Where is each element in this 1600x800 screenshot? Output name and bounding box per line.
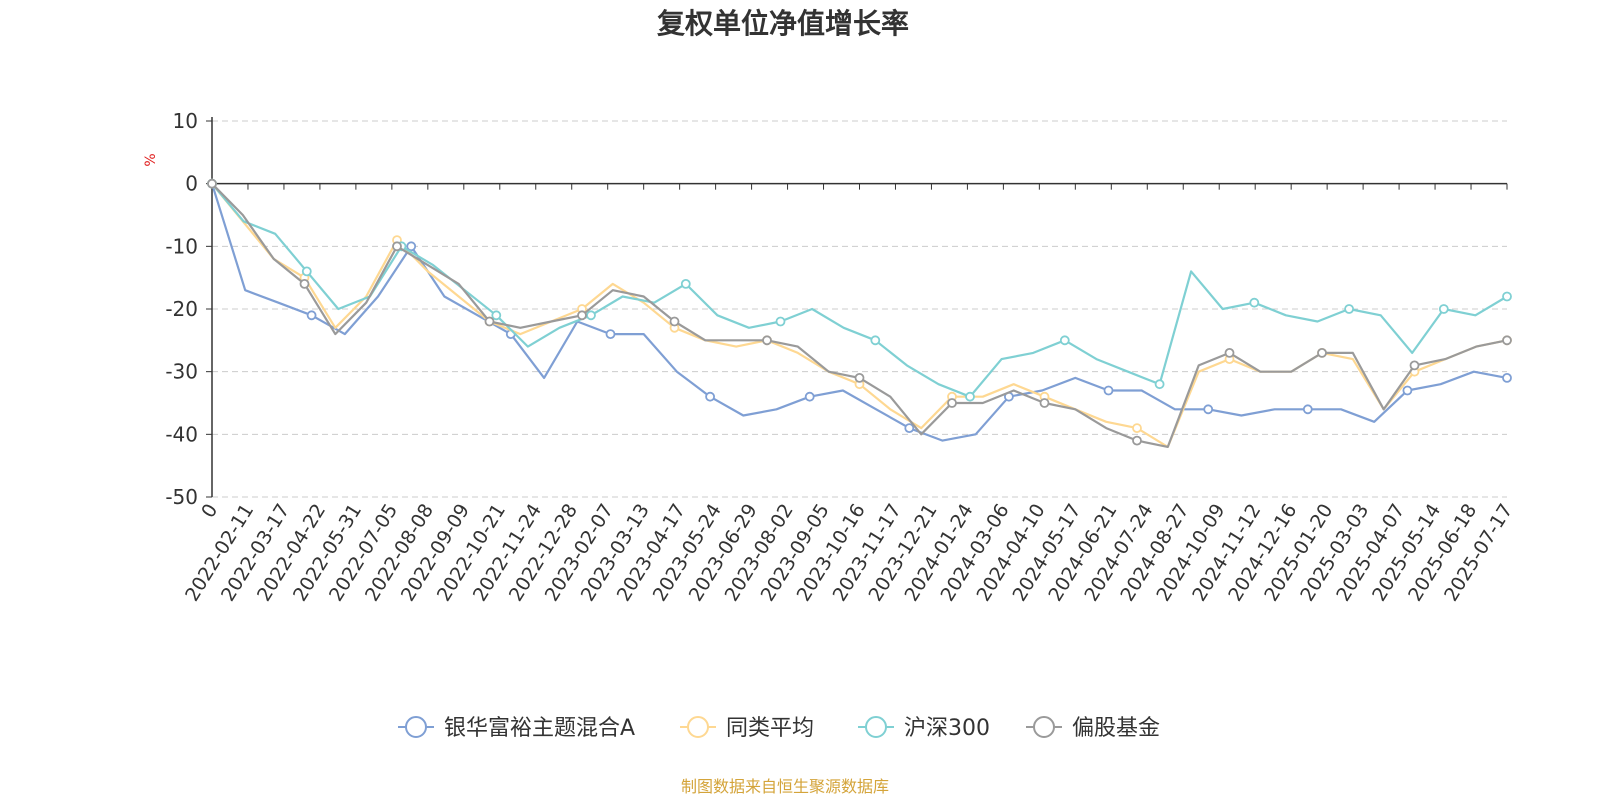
legend-item-1[interactable]: 银华富裕主题混合A — [398, 716, 635, 741]
legend-circle-icon — [687, 716, 709, 738]
series-point-4 — [207, 178, 217, 189]
axis-layer: 100-10-20-30-40-5002022-02-112022-03-172… — [165, 109, 1517, 605]
series-line-3 — [211, 182, 1508, 398]
series-point-1 — [804, 391, 815, 402]
series-point-1 — [1302, 404, 1313, 415]
legend-item-4[interactable]: 偏股基金 — [1026, 716, 1160, 741]
series-point-3 — [775, 316, 786, 327]
series-point-3 — [1344, 304, 1354, 314]
y-tick-label: -50 — [165, 485, 198, 509]
series-point-4 — [1039, 398, 1050, 408]
x-tick-label: 0 — [197, 500, 222, 522]
legend-item-3[interactable]: 沪深300 — [858, 716, 990, 741]
legend-label: 沪深300 — [904, 716, 990, 741]
series-point-1 — [1103, 385, 1114, 396]
series-point-4 — [1409, 360, 1420, 371]
series-point-1 — [904, 423, 915, 434]
series-point-4 — [392, 241, 402, 252]
y-axis-label: % — [143, 153, 159, 166]
legend-label: 偏股基金 — [1072, 716, 1160, 741]
series-point-4 — [1224, 347, 1235, 358]
y-tick-label: 0 — [185, 172, 198, 196]
data-source-note: 制图数据来自恒生聚源数据库 — [681, 777, 889, 796]
series-point-3 — [965, 391, 975, 402]
series-line-2 — [211, 183, 1508, 448]
series-layer — [207, 178, 1512, 448]
legend-circle-icon — [865, 716, 887, 738]
y-tick-label: -10 — [165, 234, 198, 258]
series-point-1 — [1502, 372, 1512, 383]
series-point-2 — [1132, 423, 1142, 434]
series-point-4 — [1502, 335, 1512, 346]
grid-layer — [212, 120, 1507, 498]
legend-circle-icon — [1033, 716, 1055, 738]
series-point-1 — [1203, 404, 1214, 415]
series-point-3 — [1438, 304, 1449, 314]
series-point-1 — [705, 391, 715, 402]
series-point-3 — [680, 278, 691, 289]
series-point-4 — [854, 372, 865, 383]
series-point-3 — [491, 310, 502, 321]
series-point-3 — [1502, 291, 1512, 302]
series-point-1 — [306, 310, 317, 321]
legend-circle-icon — [405, 716, 427, 738]
y-tick-label: -20 — [165, 297, 198, 321]
series-point-4 — [1132, 435, 1142, 446]
y-tick-label: 10 — [173, 109, 198, 133]
legend[interactable]: 银华富裕主题混合A 同类平均 沪深300 偏股基金 — [398, 716, 1160, 741]
series-point-4 — [762, 335, 772, 346]
series-point-3 — [1059, 335, 1070, 346]
series-point-4 — [947, 398, 957, 408]
legend-label: 银华富裕主题混合A — [444, 716, 635, 741]
series-point-1 — [1402, 385, 1413, 396]
legend-item-2[interactable]: 同类平均 — [680, 716, 814, 741]
series-point-4 — [484, 316, 495, 327]
series-line-4 — [211, 182, 1508, 448]
series-point-3 — [301, 266, 312, 277]
series-point-4 — [577, 310, 587, 321]
series-point-3 — [586, 310, 596, 321]
y-tick-label: -30 — [165, 360, 198, 384]
series-point-4 — [669, 316, 680, 327]
y-tick-label: -40 — [165, 422, 198, 446]
series-point-4 — [1317, 347, 1327, 358]
series-line-1 — [210, 183, 1508, 442]
series-point-4 — [299, 278, 310, 289]
series-point-3 — [1154, 379, 1165, 390]
chart-title: 复权单位净值增长率 — [657, 7, 909, 40]
series-point-3 — [1249, 297, 1260, 308]
series-point-1 — [605, 329, 616, 340]
legend-label: 同类平均 — [726, 716, 814, 741]
series-point-1 — [406, 241, 417, 252]
series-point-3 — [870, 335, 881, 346]
